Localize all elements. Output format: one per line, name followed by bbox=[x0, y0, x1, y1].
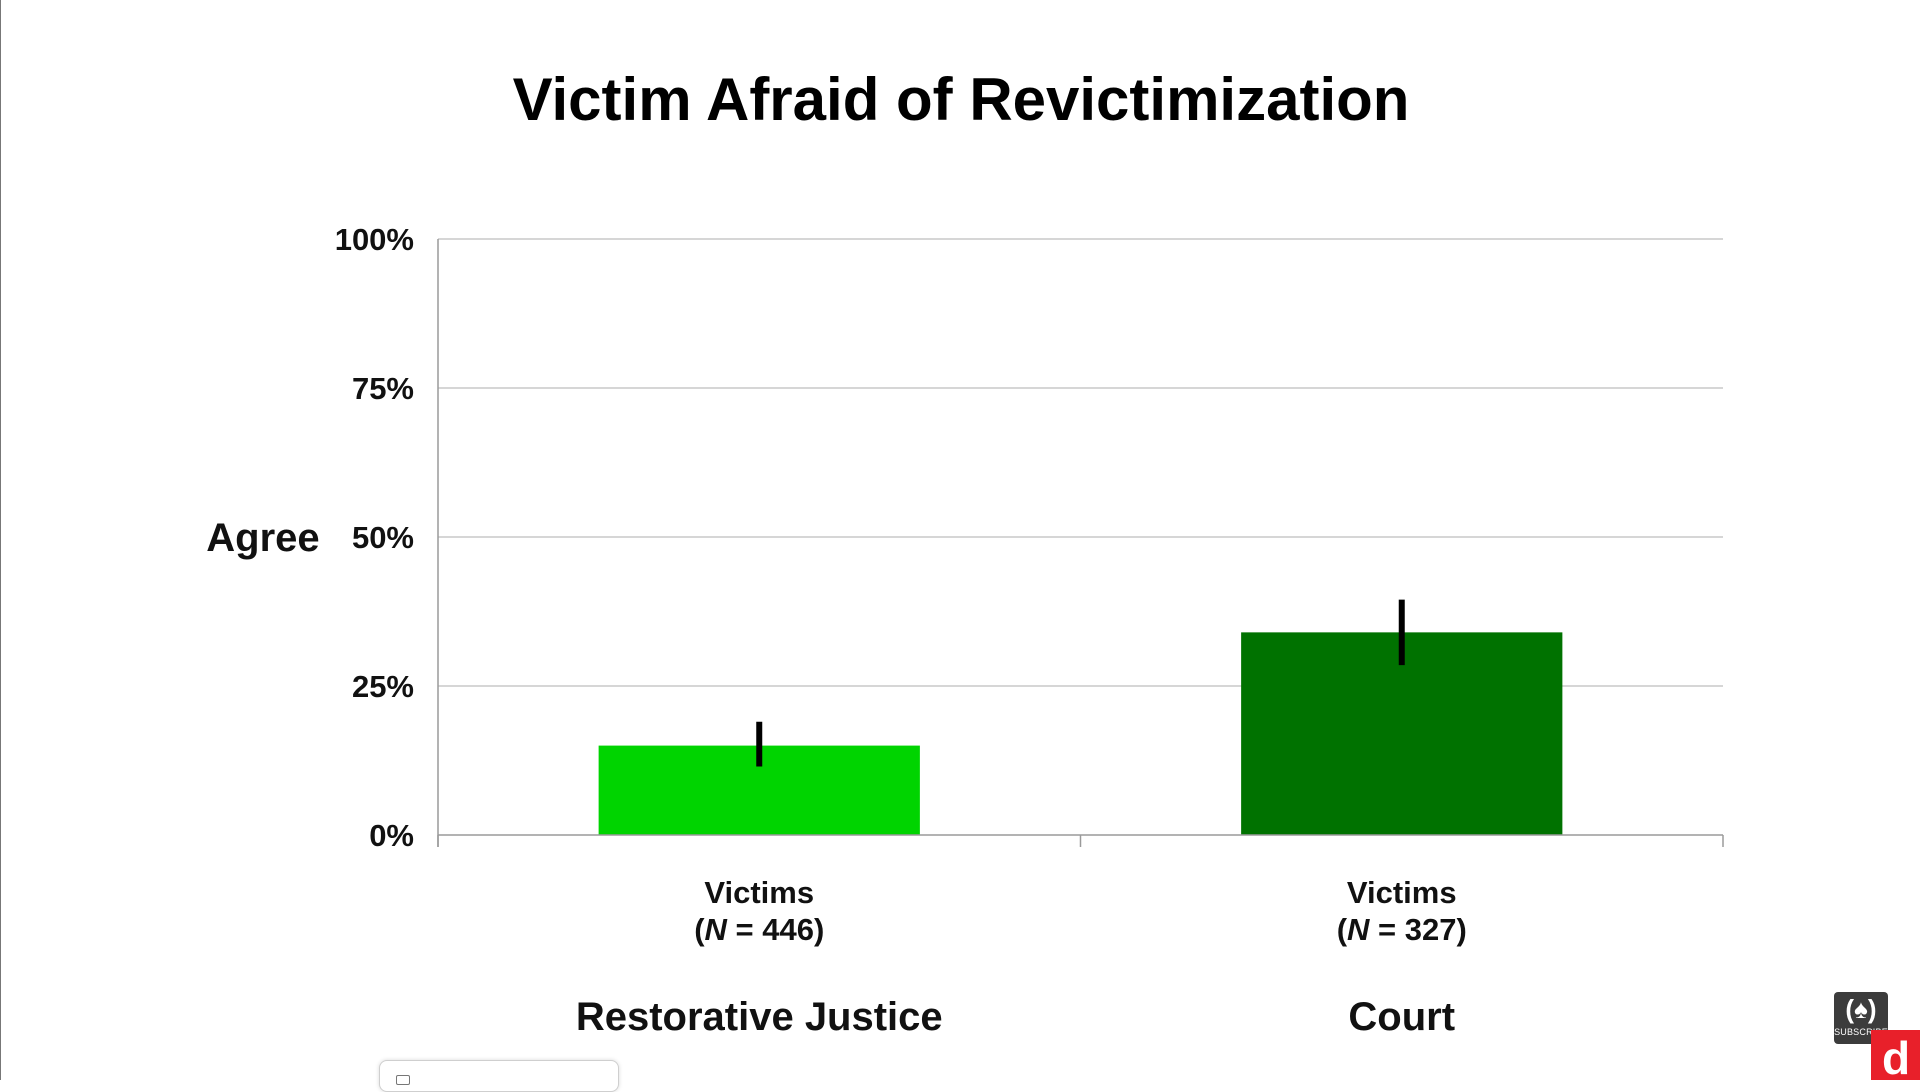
x-axis bbox=[437, 239, 1724, 847]
flame-icon: (♠) bbox=[1845, 994, 1877, 1024]
channel-logo: d bbox=[1871, 1030, 1920, 1084]
subscribe-label: SUBSCRIBE bbox=[1834, 1027, 1888, 1037]
y-tick-label: 75% bbox=[352, 371, 414, 406]
subscribe-badge[interactable]: (♠) SUBSCRIBE bbox=[1834, 992, 1888, 1044]
sample-size-label: (N = 446) bbox=[694, 912, 824, 947]
bottom-tab[interactable] bbox=[379, 1060, 619, 1092]
category-labels: Victims(N = 446)Restorative JusticeVicti… bbox=[576, 875, 1467, 1039]
group-label: Court bbox=[1348, 995, 1455, 1039]
bar bbox=[1241, 632, 1563, 835]
bars bbox=[598, 632, 1563, 835]
error-bars bbox=[756, 599, 1405, 767]
y-axis-label: Agree bbox=[206, 516, 319, 560]
group-label: Restorative Justice bbox=[576, 995, 943, 1039]
sample-size-label: (N = 327) bbox=[1337, 912, 1467, 947]
y-tick-label: 0% bbox=[369, 818, 414, 853]
gridlines bbox=[438, 238, 1723, 687]
category-label: Victims bbox=[1347, 875, 1457, 910]
y-tick-labels: 0% 25% 50% 75% 100% bbox=[335, 222, 414, 853]
category-label: Victims bbox=[704, 875, 814, 910]
y-tick-label: 50% bbox=[352, 520, 414, 555]
y-tick-label: 100% bbox=[335, 222, 414, 257]
chart-title: Victim Afraid of Revictimization bbox=[513, 66, 1410, 133]
window-icon bbox=[396, 1075, 410, 1085]
y-tick-label: 25% bbox=[352, 669, 414, 704]
